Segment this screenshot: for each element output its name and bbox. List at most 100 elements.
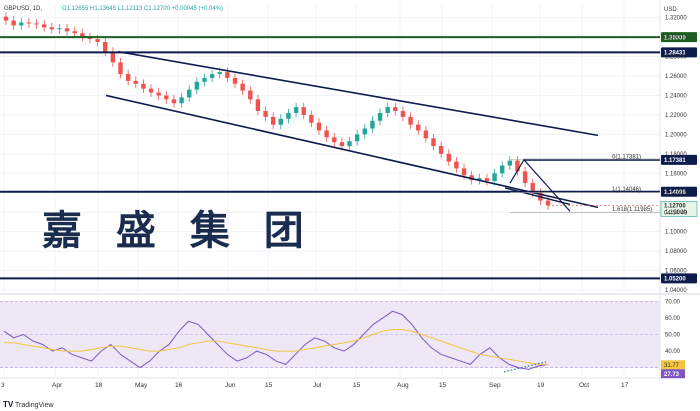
candle-body[interactable] [469,175,474,181]
level-tag[interactable] [661,186,697,197]
candle-body[interactable] [148,88,154,93]
candle-body[interactable] [492,173,497,182]
candle-body[interactable] [194,81,200,90]
candle-body[interactable] [515,160,520,172]
candle-body[interactable] [11,20,16,26]
candle-body[interactable] [477,178,482,181]
candle-body[interactable] [26,22,32,24]
candle-body[interactable] [545,200,551,206]
candle-body[interactable] [316,122,322,131]
candle-body[interactable] [171,99,177,104]
candle-body[interactable] [461,168,467,176]
fib-label: 1.618(1.11985) [612,207,652,213]
candle-body[interactable] [202,77,207,82]
candle-body[interactable] [522,171,528,184]
price-axis[interactable]: 1.30000 1.28431 1.17381 1.14098 1.05200 1.127… [660,16,698,294]
time-tick-label: Sep [489,382,501,389]
time-tick-label: Apr [52,382,63,389]
trend-lines[interactable] [105,50,599,209]
candle-body[interactable] [362,128,367,135]
candle-body[interactable] [400,111,406,117]
candle-body[interactable] [332,137,337,143]
candle-body[interactable] [454,161,459,169]
candle-body[interactable] [347,141,352,147]
rsi-divergence-line[interactable] [503,361,547,373]
candle-body[interactable] [393,107,398,112]
rsi-lines[interactable] [3,310,549,373]
rsi-ma-line[interactable] [4,329,548,365]
candle-body[interactable] [278,118,284,125]
candle-body[interactable] [270,116,276,125]
level-tag[interactable] [661,273,697,284]
candle-body[interactable] [232,77,238,84]
candle-body[interactable] [507,160,513,166]
candle-body[interactable] [164,95,169,100]
candle-body[interactable] [530,183,535,193]
candle-body[interactable] [286,112,291,119]
candle-body[interactable] [133,80,138,84]
candle-body[interactable] [324,130,329,138]
candle-body[interactable] [446,153,451,162]
fib-projection[interactable]: 0(1.17381) 1(1.14046) 1.618(1.11985) [509,154,660,213]
rsi-line[interactable] [3,310,549,370]
candle-body[interactable] [80,33,85,38]
candle-body[interactable] [125,74,131,81]
candle-body[interactable] [118,62,123,75]
candle-body[interactable] [156,92,161,96]
candle-body[interactable] [3,16,9,21]
trend-channel-lower[interactable] [105,94,599,209]
candle-body[interactable] [438,146,444,154]
candle-body[interactable] [225,72,230,78]
time-axis[interactable]: 3 Apr 18 May 16 Jun 15 Jul 15 Aug 15 Sep 19 Oct 17 [0,377,660,389]
candle-body[interactable] [263,111,268,117]
rsi-ma-tag[interactable] [661,360,685,370]
candle-body[interactable] [217,72,222,75]
candle-body[interactable] [41,24,47,28]
candle-body[interactable] [301,107,306,115]
candle-body[interactable] [255,99,261,112]
candle-body[interactable] [103,41,108,52]
candle-body[interactable] [248,90,253,100]
candle-body[interactable] [110,51,116,63]
trend-channel-upper[interactable] [117,50,599,137]
candle-body[interactable] [423,130,429,139]
level-tag[interactable] [661,47,697,58]
candle-body[interactable] [141,83,146,89]
candle-body[interactable] [431,138,436,147]
candle-body[interactable] [309,114,314,123]
current-price-tag[interactable] [660,201,698,217]
candle-body[interactable] [57,28,62,30]
currency-label: USD [664,7,677,13]
candle-body[interactable] [499,165,505,174]
candle-body[interactable] [34,23,39,25]
candle-body[interactable] [95,39,100,42]
candle-body[interactable] [240,83,245,91]
candle-body[interactable] [377,112,383,121]
price-tick-label: 1.16000 [665,171,687,177]
rsi-tag[interactable] [661,369,685,379]
level-tag[interactable] [661,154,697,165]
candle-body[interactable] [179,97,184,104]
candle-body[interactable] [19,22,24,26]
wedge-line[interactable] [504,187,571,206]
candle-body[interactable] [49,27,55,30]
candle-body[interactable] [293,107,299,113]
candle-body[interactable] [339,142,345,147]
candle-body[interactable] [354,134,360,142]
candle-body[interactable] [209,74,215,78]
candle-body[interactable] [385,107,390,113]
horizontal-levels[interactable] [0,36,660,280]
tradingview-logo[interactable]: TV TradingView [3,400,54,409]
candle-body[interactable] [416,124,421,131]
candle-body[interactable] [64,28,70,32]
candle-body[interactable] [187,89,192,98]
level-tag[interactable] [661,32,697,43]
candles[interactable] [3,12,551,210]
candle-body[interactable] [370,120,375,129]
fib-projection-path[interactable] [509,158,571,212]
candle-body[interactable] [72,31,77,34]
candle-body[interactable] [484,178,490,182]
candle-body[interactable] [408,116,413,125]
